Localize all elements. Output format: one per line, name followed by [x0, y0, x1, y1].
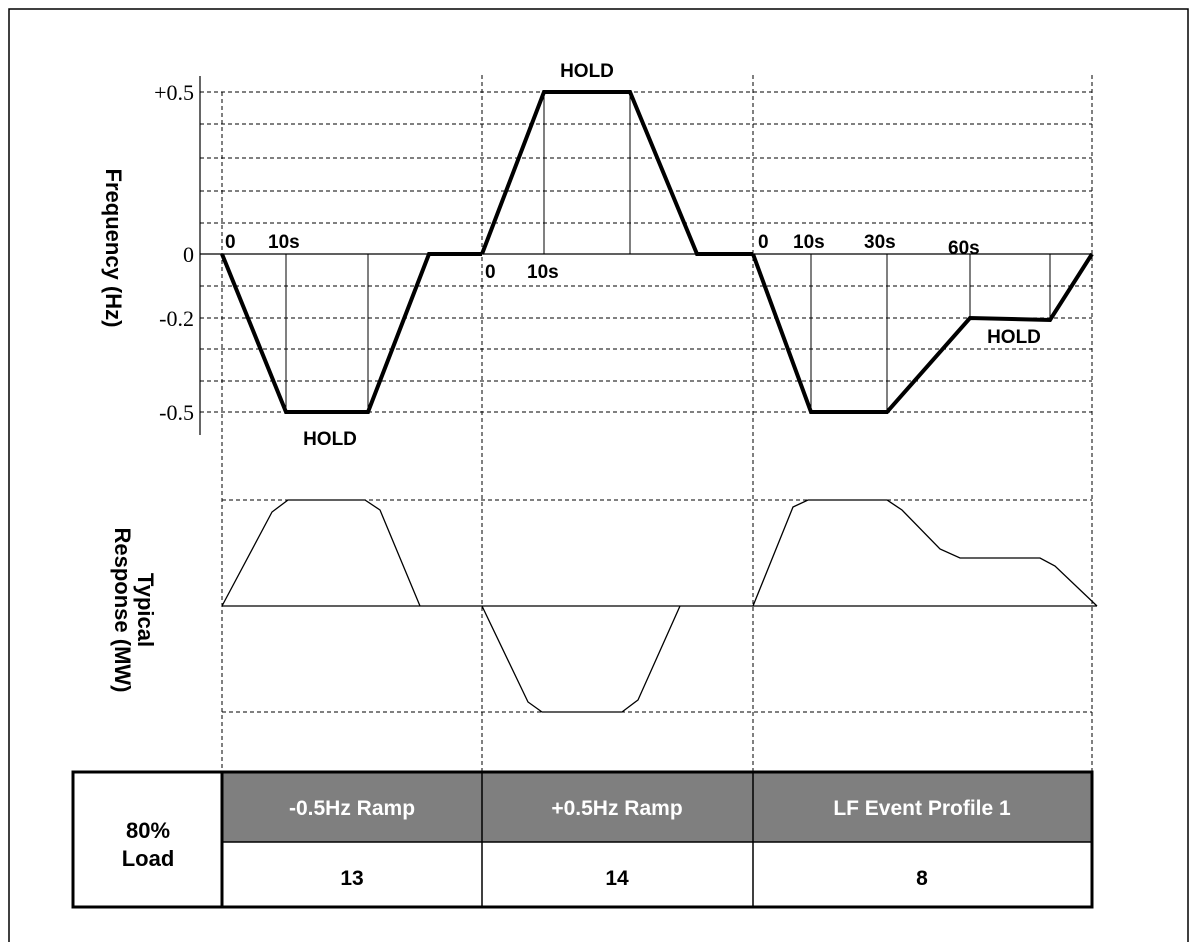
frequency-tick-labels: +0.5 0 -0.2 -0.5: [154, 80, 194, 425]
vertical-dividers: [221, 75, 1093, 772]
time-label-p3-0: 0: [758, 232, 769, 253]
hold-label-top: HOLD: [560, 61, 614, 82]
hold-label-left: HOLD: [303, 429, 357, 450]
time-markers: [285, 92, 1051, 412]
response-axis-label-line2: Response (MW): [110, 528, 135, 693]
value-plus-0-5hz-ramp: 14: [605, 867, 629, 890]
header-minus-0-5hz-ramp: -0.5Hz Ramp: [289, 797, 415, 820]
header-plus-0-5hz-ramp: +0.5Hz Ramp: [551, 797, 682, 820]
tick-label-minus-0-2: -0.2: [159, 306, 194, 331]
response-axis-label-line1: Typical: [133, 573, 158, 647]
header-lf-event-profile-1: LF Event Profile 1: [833, 797, 1011, 820]
row-label-line1: 80%: [126, 818, 170, 843]
time-label-p3-10s: 10s: [793, 232, 825, 253]
row-label-line2: Load: [122, 846, 175, 871]
response-curves: [221, 499, 1098, 713]
time-label-p2-0: 0: [485, 262, 496, 283]
chart-annotations: HOLD HOLD HOLD 0 10s 0 10s 0 10s 30s 60s: [225, 61, 1041, 450]
profile-plus-0-5hz-ramp: [480, 90, 753, 256]
time-label-p1-0: 0: [225, 232, 236, 253]
tick-label-0: 0: [183, 242, 194, 267]
profile-minus-0-5hz-ramp: [220, 252, 482, 414]
results-table: 80% Load -0.5Hz Ramp +0.5Hz Ramp LF Even…: [71, 770, 1094, 909]
time-label-p3-30s: 30s: [864, 232, 896, 253]
tick-label-minus-0-5: -0.5: [159, 400, 194, 425]
time-label-p1-10s: 10s: [268, 232, 300, 253]
hold-label-right: HOLD: [987, 327, 1041, 348]
header-cell-1: [222, 772, 482, 842]
header-cell-3: [753, 772, 1092, 842]
value-minus-0-5hz-ramp: 13: [340, 867, 363, 890]
response-minus-0-5hz-ramp: [221, 499, 421, 607]
time-label-p3-60s: 60s: [948, 238, 980, 259]
value-lf-event-profile-1: 8: [916, 867, 928, 890]
frequency-profiles: [220, 90, 1094, 414]
time-label-p2-10s: 10s: [527, 262, 559, 283]
outer-border: [8, 8, 1189, 942]
response-plus-0-5hz-ramp: [481, 605, 681, 713]
response-lf-event-1: [752, 499, 1098, 607]
profile-lf-event-1: [751, 252, 1094, 414]
header-cell-2: [482, 772, 753, 842]
frequency-axis-label: Frequency (Hz): [101, 169, 126, 328]
horizontal-gridlines: [200, 91, 1092, 713]
tick-label-plus-0-5: +0.5: [154, 80, 194, 105]
